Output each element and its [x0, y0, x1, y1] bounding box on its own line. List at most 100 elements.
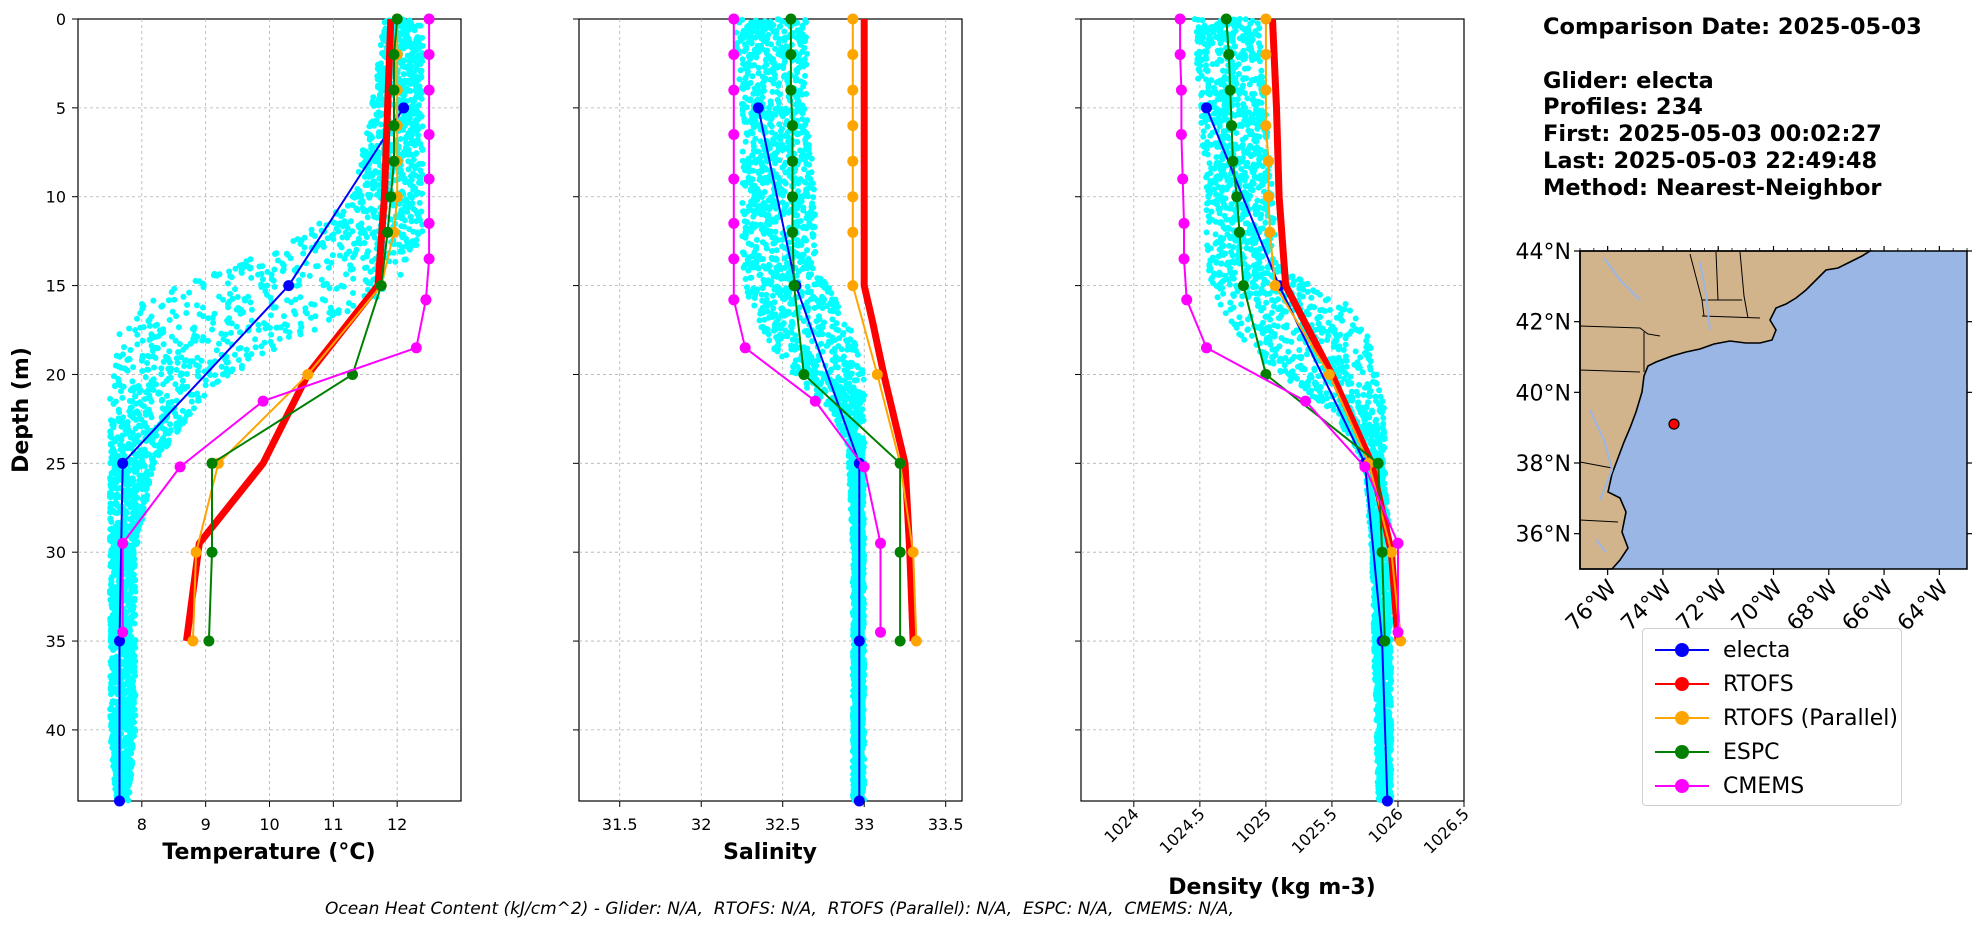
glider-profile-point: [129, 714, 136, 721]
glider-profile-point: [777, 91, 783, 98]
glider-profile-point: [124, 711, 131, 718]
glider-profile-point: [344, 202, 351, 209]
glider-profile-point: [255, 327, 262, 333]
glider-profile-point: [411, 110, 418, 117]
glider-profile-point: [402, 179, 409, 186]
glider-profile-point: [793, 130, 800, 137]
glider-profile-point: [375, 133, 382, 140]
glider-profile-point: [186, 363, 193, 370]
glider-profile-point: [369, 118, 376, 125]
glider-profile-point: [752, 117, 759, 124]
glider-profile-point: [376, 182, 383, 188]
glider-profile-point: [226, 268, 233, 275]
glider-profile-point: [117, 382, 124, 389]
glider-profile-point: [371, 100, 378, 107]
glider-profile-point: [401, 197, 407, 204]
glider-profile-point: [298, 237, 305, 244]
depth-tick-label: 35: [46, 632, 66, 651]
glider-profile-point: [416, 199, 423, 206]
glider-profile-point: [119, 432, 126, 439]
glider-profile-point: [344, 225, 351, 231]
glider-profile-point: [138, 401, 145, 408]
glider-profile-point: [312, 313, 319, 320]
glider-profile-point: [291, 308, 297, 315]
glider-profile-point: [126, 726, 133, 732]
glider-profile-point: [268, 331, 275, 338]
glider-profile-point: [113, 653, 120, 660]
glider-profile-point: [301, 244, 308, 251]
glider-profile-point: [761, 224, 768, 231]
temperature-electa-point: [398, 102, 410, 114]
glider-profile-point: [848, 327, 854, 334]
glider-profile-point: [308, 226, 315, 233]
glider-profile-point: [236, 262, 243, 269]
glider-profile-point: [814, 275, 821, 282]
glider-profile-point: [107, 658, 114, 665]
glider-profile-point: [216, 340, 222, 347]
glider-profile-point: [272, 304, 279, 311]
glider-profile-point: [759, 239, 766, 246]
glider-profile-point: [180, 293, 187, 300]
glider-profile-point: [168, 333, 175, 340]
glider-profile-point: [850, 397, 856, 403]
glider-profile-point: [781, 264, 788, 271]
glider-profile-point: [367, 205, 374, 212]
glider-profile-point: [821, 319, 828, 326]
glider-profile-point: [359, 197, 366, 204]
glider-profile-point: [401, 91, 408, 98]
glider-profile-point: [417, 22, 424, 29]
glider-profile-point: [753, 236, 760, 243]
glider-profile-point: [400, 71, 407, 78]
glider-profile-point: [368, 258, 375, 265]
glider-profile-point: [205, 315, 212, 322]
glider-profile-point: [279, 268, 286, 275]
glider-profile-point: [131, 653, 138, 659]
glider-profile-point: [121, 422, 128, 429]
glider-profile-point: [149, 465, 156, 472]
glider-profile-point: [188, 398, 195, 405]
glider-profile-point: [316, 220, 323, 227]
glider-profile-point: [409, 139, 415, 146]
glider-profile-point: [860, 515, 867, 522]
glider-profile-point: [818, 340, 825, 347]
temperature-cmems-point: [423, 49, 435, 60]
temperature-espc-point: [382, 226, 394, 238]
glider-profile-point: [368, 133, 375, 140]
glider-profile-point: [754, 185, 761, 192]
glider-profile-point: [324, 281, 331, 288]
glider-profile-point: [264, 268, 271, 275]
glider-profile-point: [302, 305, 309, 312]
glider-profile-point: [131, 556, 138, 563]
glider-profile-point: [398, 44, 405, 51]
glider-profile-point: [406, 43, 413, 49]
glider-profile-point: [377, 96, 384, 103]
glider-profile-point: [134, 331, 141, 338]
glider-profile-point: [237, 329, 243, 336]
glider-profile-point: [248, 274, 255, 281]
glider-profile-point: [108, 632, 114, 639]
glider-profile-point: [255, 321, 262, 328]
glider-profile-point: [842, 393, 849, 400]
glider-profile-point: [109, 638, 116, 645]
glider-profile-point: [112, 459, 119, 466]
glider-profile-point: [841, 385, 848, 392]
glider-profile-point: [169, 308, 176, 315]
glider-profile-point: [131, 538, 138, 545]
glider-profile-point: [125, 558, 131, 565]
glider-profile-point: [313, 263, 319, 270]
glider-profile-point: [132, 327, 139, 333]
glider-profile-point: [160, 358, 167, 365]
glider-profile-point: [109, 757, 116, 764]
glider-profile-point: [758, 30, 765, 37]
glider-profile-point: [128, 703, 135, 710]
glider-profile-point: [238, 365, 245, 372]
glider-profile-point: [844, 346, 851, 353]
glider-profile-point: [414, 116, 421, 123]
glider-profile-point: [165, 430, 172, 437]
glider-profile-point: [828, 290, 835, 297]
temperature-espc-point: [388, 155, 400, 167]
glider-profile-point: [190, 326, 197, 333]
glider-profile-point: [811, 358, 818, 365]
glider-profile-point: [398, 207, 405, 214]
